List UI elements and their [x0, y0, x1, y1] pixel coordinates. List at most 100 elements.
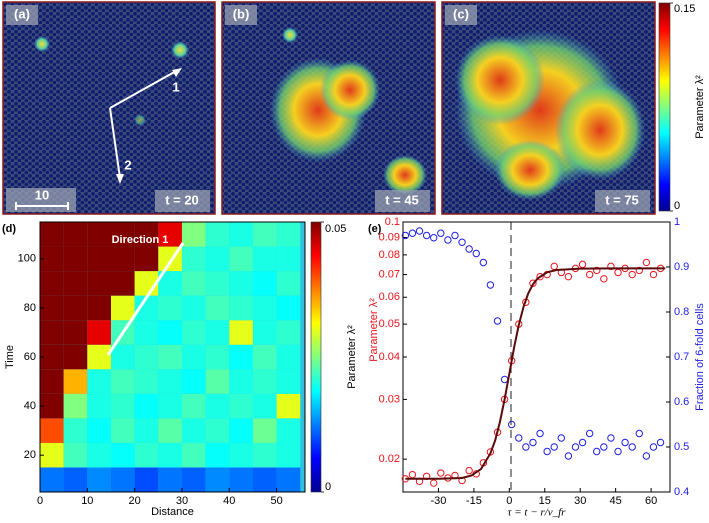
heat-cell	[87, 320, 111, 345]
heat-cell	[63, 442, 88, 468]
heat-cell	[205, 222, 230, 247]
y-tick-label: 0.1	[385, 216, 400, 228]
heat-cell	[181, 442, 206, 468]
heat-cell	[63, 320, 88, 345]
x-tick-label: 30	[176, 495, 188, 507]
y-tick-label: 0.09	[379, 231, 400, 243]
y-axis-label: Time	[4, 345, 16, 369]
heat-cell	[134, 393, 159, 419]
heat-cell	[229, 344, 253, 370]
heat-cell	[63, 418, 88, 443]
heat-cell	[205, 246, 230, 272]
data-point	[649, 270, 658, 279]
heat-cell	[87, 418, 111, 443]
heat-cell	[63, 222, 88, 247]
heat-cell	[252, 467, 277, 492]
heat-cell	[229, 271, 253, 296]
heat-cell	[40, 369, 64, 394]
y-tick-label: 0.08	[379, 249, 400, 261]
snapshot-a: (a) t = 20 10 1 2	[2, 1, 216, 215]
heat-cell	[158, 393, 182, 419]
data-point	[543, 447, 551, 456]
data-point	[408, 470, 417, 479]
heat-cell	[40, 344, 64, 370]
heat-cell	[252, 369, 277, 394]
heat-cell	[110, 246, 135, 272]
heat-cell	[63, 393, 88, 419]
data-point	[593, 266, 601, 275]
data-point	[522, 443, 530, 451]
heat-cell	[205, 442, 230, 468]
x-tick-label: -15	[466, 495, 482, 507]
heat-cell	[158, 442, 182, 468]
heat-cell	[87, 467, 111, 492]
data-point	[585, 270, 594, 279]
heat-cell	[134, 442, 159, 468]
y2-tick-label: 0.9	[674, 261, 689, 273]
heat-cell	[134, 246, 159, 272]
data-point	[536, 272, 544, 281]
heat-cell	[87, 295, 111, 321]
data-point	[430, 234, 438, 242]
y-tick-label: 20	[24, 449, 36, 461]
heat-cell	[40, 442, 64, 468]
x-tick-label: 20	[129, 495, 141, 507]
heat-cell	[63, 369, 88, 394]
data-point	[621, 438, 629, 447]
data-point	[458, 238, 466, 246]
colorbar	[310, 221, 322, 493]
heat-cell	[276, 246, 301, 272]
data-point	[607, 434, 615, 442]
heat-cell	[134, 467, 159, 492]
heat-cell	[158, 271, 182, 296]
heat-cell	[276, 320, 301, 345]
data-point	[515, 434, 523, 442]
x-tick-label: 60	[645, 495, 657, 507]
heat-cell	[276, 393, 301, 419]
data-point	[628, 443, 636, 451]
data-point	[465, 245, 473, 253]
fit-line	[405, 267, 666, 480]
heat-cell	[252, 442, 277, 468]
heat-cell	[181, 320, 206, 345]
data-point	[550, 262, 558, 271]
heat-cell	[181, 393, 206, 419]
heat-cell	[181, 295, 206, 321]
heat-cell	[134, 222, 159, 247]
heat-cell	[63, 295, 88, 321]
time-label: t = 45	[385, 192, 419, 207]
heat-cell	[87, 271, 111, 296]
heat-cell	[158, 320, 182, 345]
heat-cell	[158, 369, 182, 394]
heat-cell	[40, 467, 64, 492]
panel-label: (d)	[2, 223, 16, 235]
y-tick-label: 60	[24, 351, 36, 363]
data-point	[635, 429, 643, 438]
heat-cell	[87, 393, 111, 419]
scale-bar-label: 10	[35, 187, 49, 202]
data-point	[607, 262, 615, 271]
colorbar-tick-label: 0.05	[325, 223, 346, 235]
y2-tick-label: 0.5	[674, 441, 689, 453]
heat-cell	[229, 393, 253, 419]
data-point	[437, 229, 445, 237]
colorbar-tick-label: 0.15	[674, 3, 695, 15]
heat-cell	[87, 442, 111, 468]
heat-cell	[110, 271, 135, 296]
y-axis-label: Parameter λ²	[368, 298, 380, 362]
x-tick-label: 0	[37, 495, 43, 507]
data-point	[536, 429, 544, 438]
heat-cell	[205, 344, 230, 370]
x-tick-label: 45	[610, 495, 622, 507]
heat-cell	[252, 222, 277, 247]
panel-label: (b)	[233, 6, 250, 21]
heat-cell	[63, 246, 88, 272]
x-tick-label: 30	[574, 495, 586, 507]
heat-cell	[252, 320, 277, 345]
y2-tick-label: 0.4	[674, 486, 689, 498]
data-point	[451, 231, 459, 240]
heat-cell	[181, 418, 206, 443]
heat-cell	[40, 271, 64, 296]
heat-cell	[181, 344, 206, 370]
